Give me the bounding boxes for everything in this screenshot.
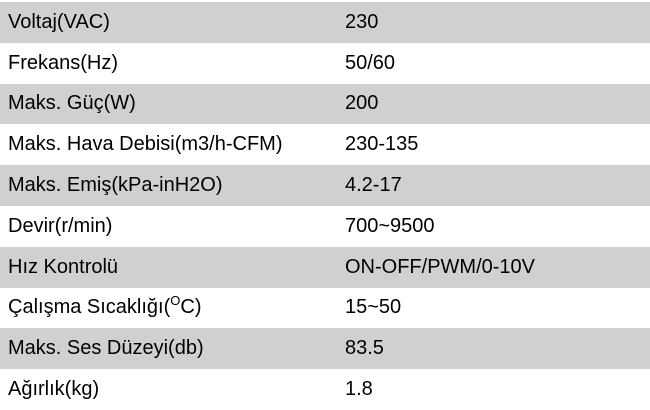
spec-label: Devir(r/min) xyxy=(8,214,113,237)
spec-label: Voltaj(VAC) xyxy=(8,10,110,33)
table-row: Maks. Ses Düzeyi(db) 83.5 xyxy=(0,328,650,370)
spec-value: 83.5 xyxy=(345,337,384,360)
spec-label: Çalışma Sıcaklığı(OC) xyxy=(0,296,345,319)
spec-label: Maks. Güç(W) xyxy=(8,92,136,115)
spec-value: 200 xyxy=(345,92,379,115)
spec-label: Maks. Emiş(kPa-inH2O) xyxy=(8,174,223,197)
spec-value: 230-135 xyxy=(345,133,419,156)
table-row: Maks. Güç(W) 200 xyxy=(0,83,650,125)
spec-label: Hız Kontrolü xyxy=(8,255,119,278)
spec-value: 700~9500 xyxy=(345,214,435,237)
spec-label: Frekans(Hz) xyxy=(8,51,119,74)
table-row: Çalışma Sıcaklığı(OC) 15~50 xyxy=(0,287,650,329)
spec-value: 15~50 xyxy=(345,296,402,319)
spec-label-text: C) xyxy=(180,296,202,319)
table-row: Maks. Emiş(kPa-inH2O) 4.2-17 xyxy=(0,165,650,206)
table-row: Hız Kontrolü ON-OFF/PWM/0-10V xyxy=(0,246,650,288)
spec-value: 1.8 xyxy=(345,378,373,401)
spec-label: Maks. Hava Debisi(m3/h-CFM) xyxy=(8,133,283,156)
spec-label-text: Çalışma Sıcaklığı( xyxy=(8,296,171,319)
table-row: Devir(r/min) 700~9500 xyxy=(0,205,650,247)
superscript-o: O xyxy=(170,296,181,308)
spec-value: 4.2-17 xyxy=(345,174,402,197)
table-row: Voltaj(VAC) 230 xyxy=(0,2,650,43)
spec-value: 50/60 xyxy=(345,51,396,74)
table-row: Ağırlık(kg) 1.8 xyxy=(0,369,650,410)
spec-label: Ağırlık(kg) xyxy=(8,378,100,401)
spec-label: Maks. Ses Düzeyi(db) xyxy=(8,337,204,360)
table-row: Maks. Hava Debisi(m3/h-CFM) 230-135 xyxy=(0,124,650,166)
table-row: Frekans(Hz) 50/60 xyxy=(0,42,650,84)
spec-value: ON-OFF/PWM/0-10V xyxy=(345,255,536,278)
spec-value: 230 xyxy=(345,10,379,33)
